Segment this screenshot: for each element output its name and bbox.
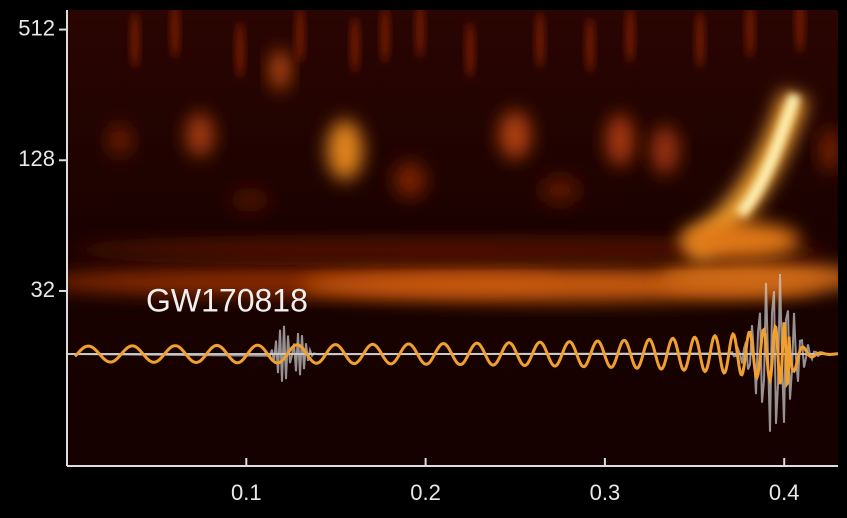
intensity-blob xyxy=(651,126,679,174)
x-tick-label: 0.3 xyxy=(590,480,621,505)
chirp-base xyxy=(680,222,800,258)
intensity-streak xyxy=(416,10,424,58)
y-tick-label: 512 xyxy=(18,15,55,40)
intensity-blob xyxy=(270,50,290,90)
spectrogram-intensity xyxy=(67,10,838,301)
intensity-blob xyxy=(327,120,363,180)
intensity-blob xyxy=(70,240,830,260)
event-label: GW170818 xyxy=(146,282,308,318)
intensity-streak xyxy=(626,10,634,63)
intensity-blob xyxy=(660,262,838,294)
data-waveform xyxy=(67,273,837,432)
intensity-streak xyxy=(696,12,704,68)
intensity-blob xyxy=(186,113,214,157)
waveforms xyxy=(67,273,838,432)
intensity-blob xyxy=(606,114,634,166)
intensity-blob xyxy=(540,176,580,204)
intensity-streak xyxy=(296,10,304,63)
intensity-streak xyxy=(131,12,139,68)
intensity-blob xyxy=(108,124,132,156)
intensity-blob xyxy=(230,188,270,212)
x-tick-label: 0.2 xyxy=(410,480,441,505)
intensity-streak xyxy=(586,17,594,73)
intensity-streak xyxy=(536,12,544,68)
chirp-core xyxy=(735,93,801,219)
intensity-streak xyxy=(746,10,754,58)
intensity-streak xyxy=(236,22,244,78)
x-tick-label: 0.4 xyxy=(769,480,800,505)
model-waveform xyxy=(73,322,838,389)
intensity-blob xyxy=(820,128,838,172)
intensity-blob xyxy=(499,111,531,159)
intensity-blob xyxy=(394,162,426,198)
intensity-streak xyxy=(171,10,179,58)
intensity-streak xyxy=(796,10,804,53)
intensity-streak xyxy=(381,10,389,63)
intensity-streak xyxy=(466,22,474,78)
y-tick-label: 128 xyxy=(18,146,55,171)
intensity-streak xyxy=(351,17,359,73)
y-tick-label: 32 xyxy=(31,277,55,302)
x-tick-label: 0.1 xyxy=(231,480,262,505)
